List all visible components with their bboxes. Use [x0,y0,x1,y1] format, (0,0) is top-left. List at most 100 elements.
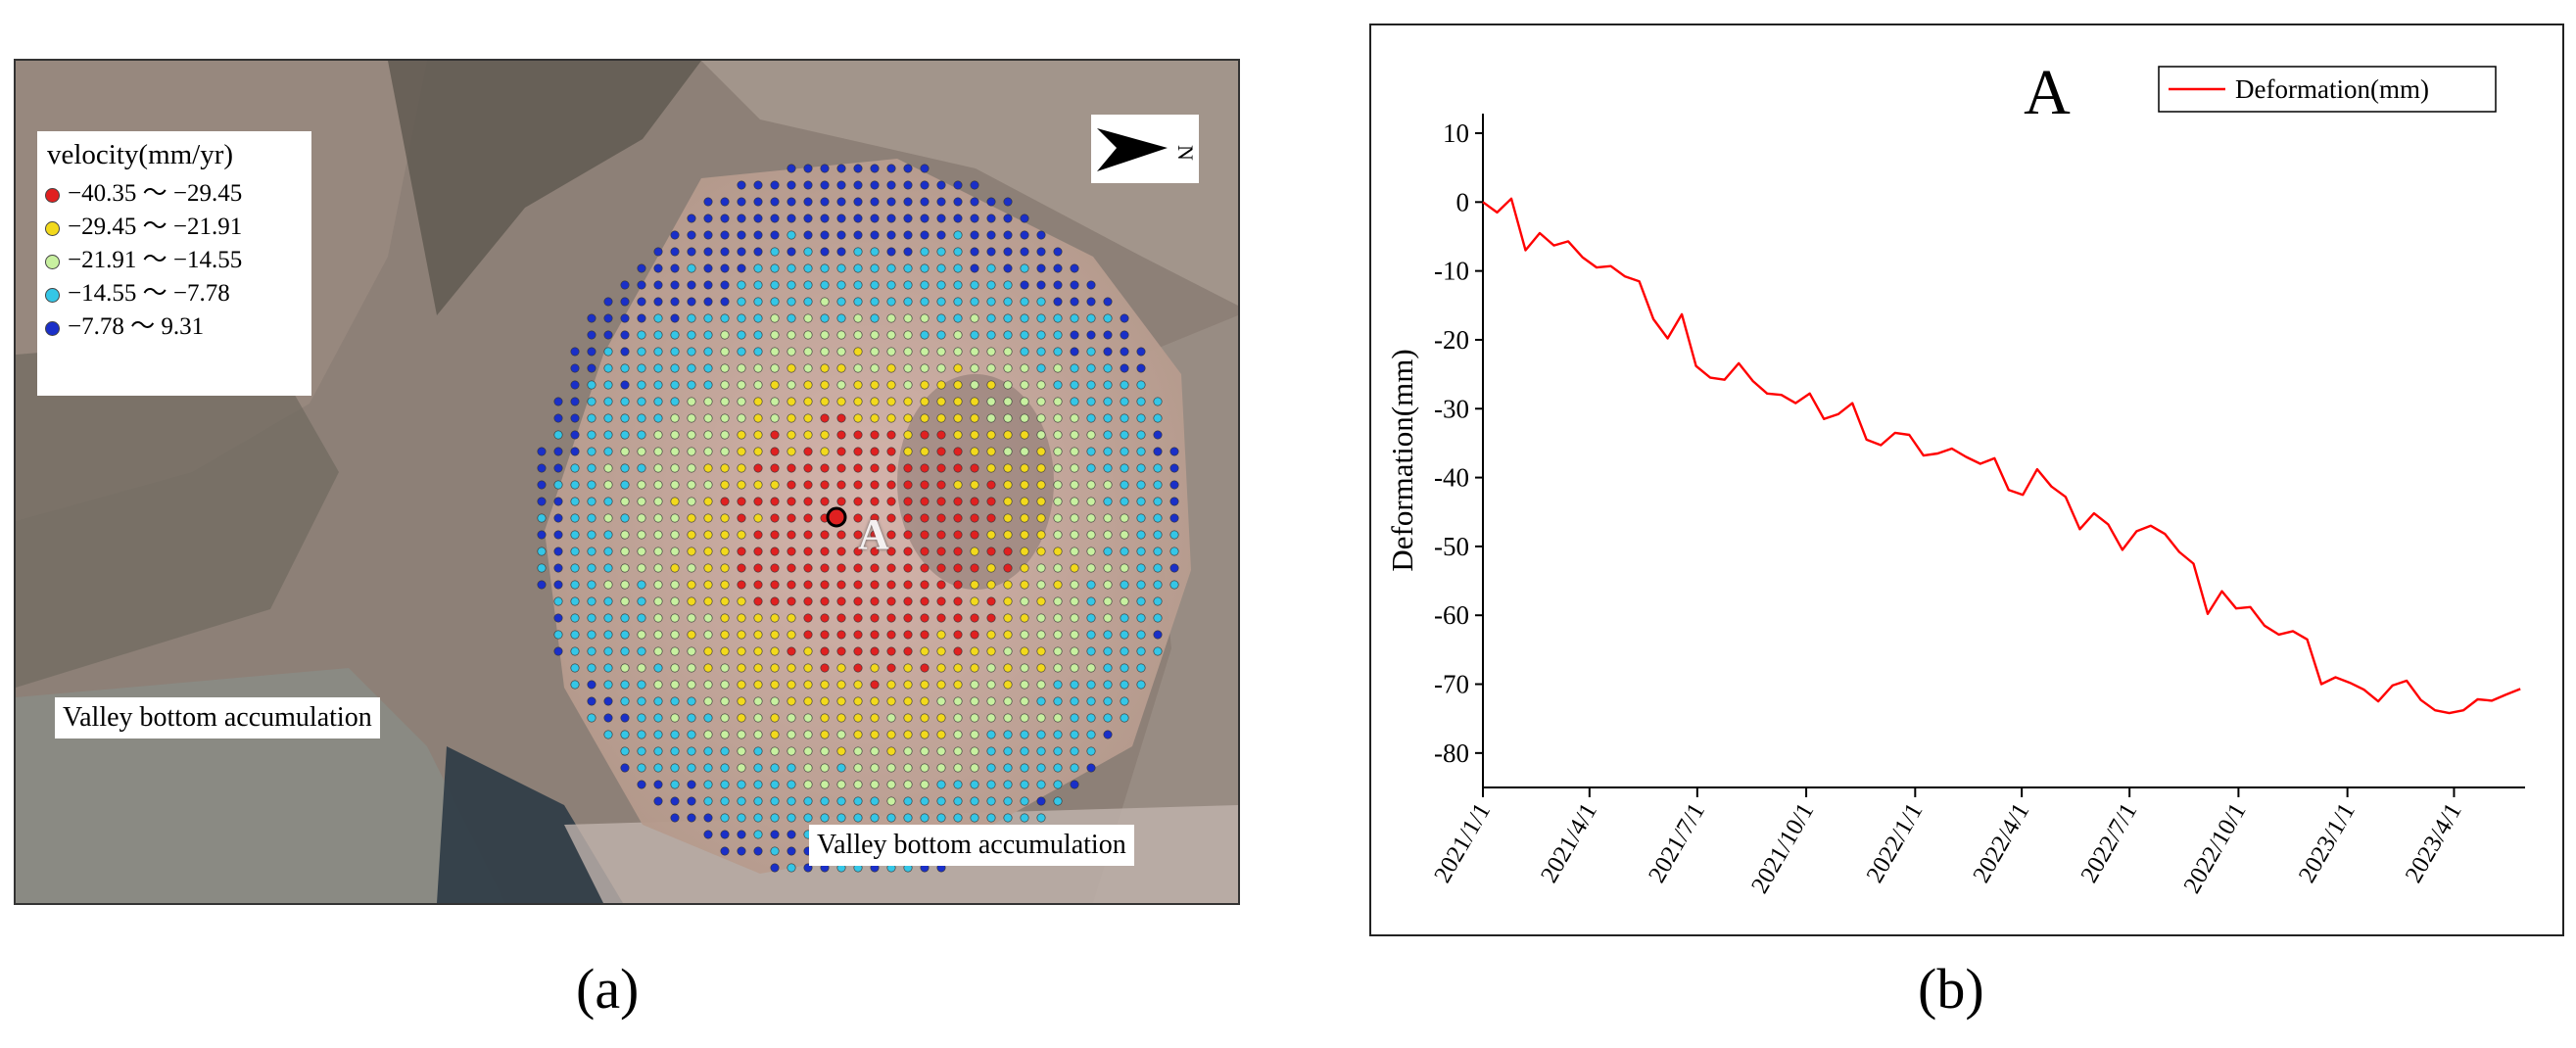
velocity-point [953,680,963,690]
velocity-point [1169,580,1179,590]
velocity-point [620,646,630,656]
velocity-point [920,646,930,656]
velocity-point [653,530,663,540]
velocity-point [1153,513,1163,523]
velocity-point [587,463,596,473]
velocity-point [803,796,813,806]
velocity-point [653,313,663,323]
velocity-point [570,680,580,690]
velocity-point [570,397,580,406]
velocity-point [1086,297,1096,307]
velocity-point [836,280,846,290]
velocity-point [703,780,713,789]
velocity-point [703,663,713,673]
velocity-point [1136,663,1146,673]
velocity-point [637,613,646,623]
velocity-point [570,463,580,473]
x-tick-label: 2021/7/1 [1644,799,1710,887]
velocity-point [787,563,796,573]
velocity-point [1053,680,1063,690]
velocity-point [553,530,563,540]
velocity-point [670,397,680,406]
velocity-point [753,830,763,839]
velocity-point [1003,613,1013,623]
velocity-point [803,463,813,473]
velocity-point [787,596,796,606]
velocity-point [587,313,596,323]
velocity-point [570,480,580,490]
velocity-point [770,363,780,373]
velocity-point [620,280,630,290]
velocity-point [1003,596,1013,606]
velocity-point [703,447,713,456]
velocity-point [903,413,913,423]
velocity-point [720,547,730,556]
velocity-point [687,313,696,323]
velocity-point [870,680,880,690]
velocity-point [803,297,813,307]
velocity-point [803,263,813,273]
velocity-point [637,746,646,756]
velocity-point [820,313,830,323]
velocity-point [1053,613,1063,623]
velocity-point [803,630,813,640]
velocity-point [753,180,763,190]
velocity-point [886,363,896,373]
velocity-point [553,463,563,473]
velocity-point [1003,680,1013,690]
velocity-point [1020,413,1029,423]
velocity-point [1070,596,1079,606]
velocity-point [870,297,880,307]
velocity-point [670,713,680,723]
x-tick-label: 2023/4/1 [2401,799,2467,887]
velocity-point [770,513,780,523]
velocity-point [803,763,813,773]
velocity-point [1136,646,1146,656]
velocity-point [670,596,680,606]
velocity-point [1003,447,1013,456]
velocity-point [920,280,930,290]
velocity-point [1070,313,1079,323]
velocity-point [670,413,680,423]
velocity-point [1103,397,1113,406]
velocity-point [587,480,596,490]
velocity-point [1120,646,1129,656]
velocity-point [753,263,763,273]
velocity-point [753,796,763,806]
velocity-point [603,646,613,656]
legend-label: −14.55 ～ −7.78 [68,280,230,307]
velocity-point [836,463,846,473]
velocity-point [920,796,930,806]
velocity-point [836,497,846,506]
velocity-point [687,430,696,440]
velocity-point [753,280,763,290]
velocity-point [1103,447,1113,456]
velocity-point [970,813,979,823]
velocity-point [853,313,863,323]
velocity-point [687,563,696,573]
velocity-point [803,547,813,556]
velocity-point [770,763,780,773]
velocity-point [787,380,796,390]
velocity-point [853,663,863,673]
velocity-point [620,330,630,340]
velocity-point [603,413,613,423]
velocity-point [820,730,830,739]
velocity-point [836,397,846,406]
velocity-point [570,663,580,673]
velocity-point [1169,480,1179,490]
velocity-point [787,713,796,723]
velocity-point [1070,763,1079,773]
velocity-point [836,347,846,357]
velocity-point [637,430,646,440]
velocity-point [1103,413,1113,423]
velocity-point [570,646,580,656]
velocity-point [903,513,913,523]
velocity-point [886,513,896,523]
velocity-point [703,730,713,739]
velocity-point [1169,513,1179,523]
velocity-point [603,513,613,523]
velocity-point [703,230,713,240]
velocity-point [737,780,746,789]
velocity-point [903,197,913,207]
